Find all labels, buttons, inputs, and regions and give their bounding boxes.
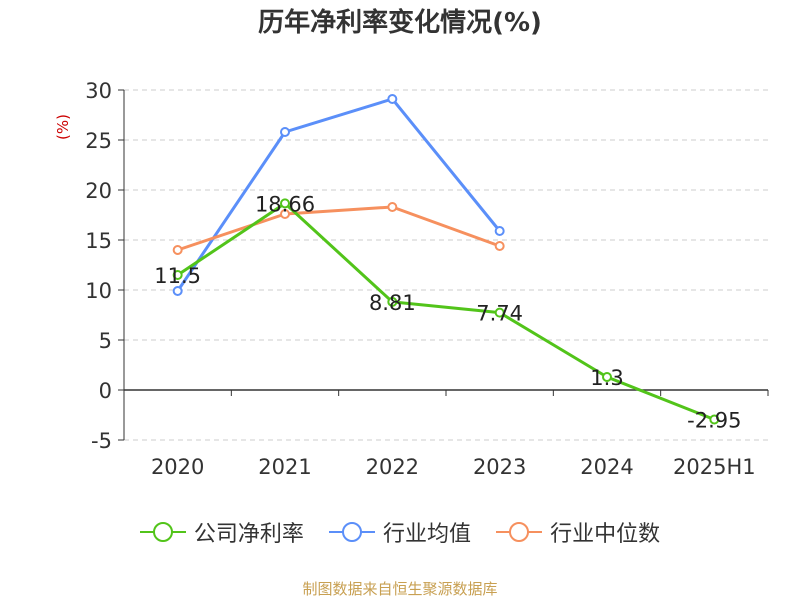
data-point-industry-avg <box>387 94 398 104</box>
series-line-industry-median <box>177 205 501 252</box>
legend-item-industry-median[interactable]: 行业中位数 <box>496 516 660 548</box>
data-point-company <box>280 198 290 209</box>
data-label: 18.66 <box>255 192 315 216</box>
x-tick-label: 2021 <box>258 455 311 479</box>
axes: -5 0 5 10 15 20 25 30 2020 2021 2022 2023 2024 2025H1… <box>54 79 769 479</box>
data-point-industry-avg <box>172 286 183 296</box>
legend-label-company: 公司净利率 <box>193 522 304 547</box>
x-tick-label: 2020 <box>151 455 204 479</box>
y-tick-label: 20 <box>85 179 112 203</box>
y-tick-label: 15 <box>85 229 112 253</box>
legend-label-industry-median: 行业中位数 <box>550 522 661 547</box>
data-point-industry-avg <box>494 226 505 236</box>
legend-marker-industry-avg <box>328 522 375 542</box>
legend-marker-industry-median <box>496 522 543 542</box>
y-tick-label: 30 <box>85 79 112 103</box>
x-tick-label: 2024 <box>580 455 633 479</box>
data-label: -2.95 <box>687 409 741 433</box>
data-point-company <box>709 414 720 425</box>
data-label: 1.3 <box>590 366 623 390</box>
data-label: 7.74 <box>476 302 523 326</box>
grid-lines <box>124 89 768 441</box>
series-lines <box>172 94 720 425</box>
y-tick-label: -5 <box>91 429 112 453</box>
data-point-company <box>602 372 612 382</box>
series-line-industry-avg <box>176 97 501 292</box>
y-tick-label: 25 <box>85 129 112 153</box>
legend-label-industry-avg: 行业均值 <box>382 522 471 547</box>
data-label: 8.81 <box>369 291 416 315</box>
series-line-company <box>176 201 715 421</box>
data-label: 11.5 <box>154 264 201 288</box>
data-point-company <box>387 296 398 307</box>
x-tick-label: 2022 <box>366 455 419 479</box>
chart-legend: 公司净利率 行业均值 行业中位数 <box>0 516 800 548</box>
data-labels: 11.5 18.66 8.81 7.74 1.3 -2.95 <box>154 192 741 432</box>
data-point-industry-median <box>494 241 505 251</box>
x-tick-label: 2025H1 <box>673 455 756 479</box>
y-tick-label: 10 <box>85 279 112 303</box>
data-point-company <box>172 270 183 280</box>
data-point-industry-median <box>172 245 183 255</box>
legend-marker-company <box>139 522 186 542</box>
data-point-industry-median <box>280 209 290 219</box>
y-tick-label: 5 <box>99 329 112 353</box>
x-tick-label: 2023 <box>473 455 526 479</box>
source-note: 制图数据来自恒生聚源数据库 <box>302 580 498 598</box>
chart-title: 历年净利率变化情况(%) <box>258 8 542 38</box>
y-unit-label: (%) <box>54 114 72 140</box>
legend-item-company[interactable]: 公司净利率 <box>139 516 304 548</box>
data-point-company <box>494 307 505 318</box>
legend-item-industry-avg[interactable]: 行业均值 <box>328 516 471 548</box>
data-point-industry-avg <box>280 127 290 137</box>
data-point-industry-median <box>387 202 398 212</box>
y-tick-label: 0 <box>99 379 112 403</box>
